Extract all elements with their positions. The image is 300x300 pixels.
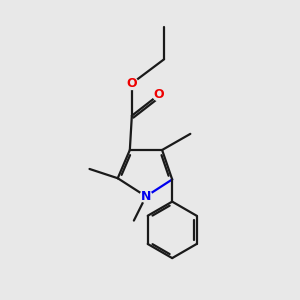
Circle shape [126, 77, 138, 89]
Text: O: O [127, 77, 137, 90]
Circle shape [153, 89, 165, 101]
Text: N: N [141, 190, 151, 203]
Text: O: O [154, 88, 164, 101]
Circle shape [140, 190, 152, 202]
